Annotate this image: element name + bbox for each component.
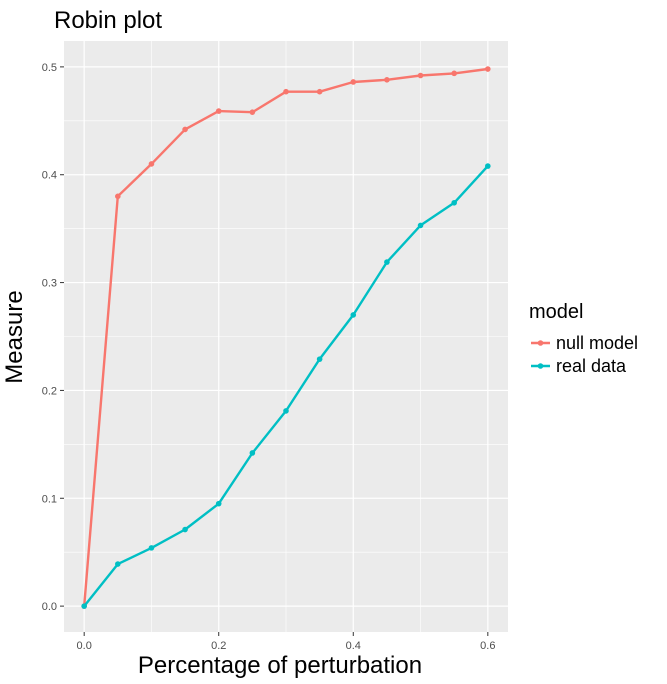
data-point-real-data (283, 408, 289, 414)
data-point-null-model (485, 66, 491, 72)
data-point-real-data (81, 603, 87, 609)
data-point-real-data (215, 500, 222, 507)
x-tick-label: 0.2 (211, 640, 226, 652)
y-tick-label: 0.2 (42, 385, 57, 397)
legend: model null model real data (529, 301, 638, 376)
x-axis-title: Percentage of perturbation (138, 652, 422, 679)
data-point-real-data (485, 163, 491, 169)
y-tick-label: 0.0 (42, 601, 57, 613)
data-point-real-data (115, 561, 121, 567)
data-point-null-model (350, 79, 357, 85)
data-point-null-model (215, 108, 222, 114)
series-layer (81, 66, 491, 609)
data-point-null-model (182, 126, 188, 133)
data-point-real-data (417, 222, 424, 229)
y-tick-label: 0.3 (42, 278, 57, 290)
legend-label-real-data: real data (556, 356, 627, 376)
data-point-null-model (115, 193, 121, 200)
x-tick-label: 0.0 (77, 640, 92, 652)
data-point-null-model (451, 70, 457, 77)
data-point-null-model (148, 161, 155, 167)
data-point-null-model (283, 88, 289, 95)
data-point-real-data (316, 356, 323, 362)
x-tick-label: 0.4 (346, 640, 361, 652)
y-tick-label: 0.5 (42, 62, 57, 74)
data-point-null-model (249, 109, 256, 115)
data-point-real-data (249, 450, 256, 456)
y-axis-title: Measure (1, 290, 28, 383)
data-point-real-data (350, 312, 357, 318)
legend-label-null-model: null model (556, 333, 638, 353)
data-point-null-model (417, 72, 424, 79)
y-axis: 0.0 0.1 0.2 0.3 0.4 0.5 (42, 62, 64, 613)
data-point-real-data (451, 199, 457, 206)
data-point-real-data (148, 545, 155, 551)
data-point-real-data (384, 259, 390, 265)
data-point-null-model (316, 88, 323, 95)
data-point-null-model (384, 77, 390, 83)
x-axis: 0.0 0.2 0.4 0.6 (77, 632, 495, 652)
legend-key-point-null-model (537, 340, 544, 346)
chart-title: Robin plot (54, 7, 162, 34)
grid-minor (64, 41, 508, 632)
legend-key-point-real-data (537, 363, 544, 369)
y-tick-label: 0.4 (42, 170, 57, 182)
y-tick-label: 0.1 (42, 493, 57, 505)
x-tick-label: 0.6 (480, 640, 495, 652)
legend-title: model (529, 301, 583, 323)
grid-major (64, 41, 508, 632)
data-point-real-data (182, 526, 188, 533)
